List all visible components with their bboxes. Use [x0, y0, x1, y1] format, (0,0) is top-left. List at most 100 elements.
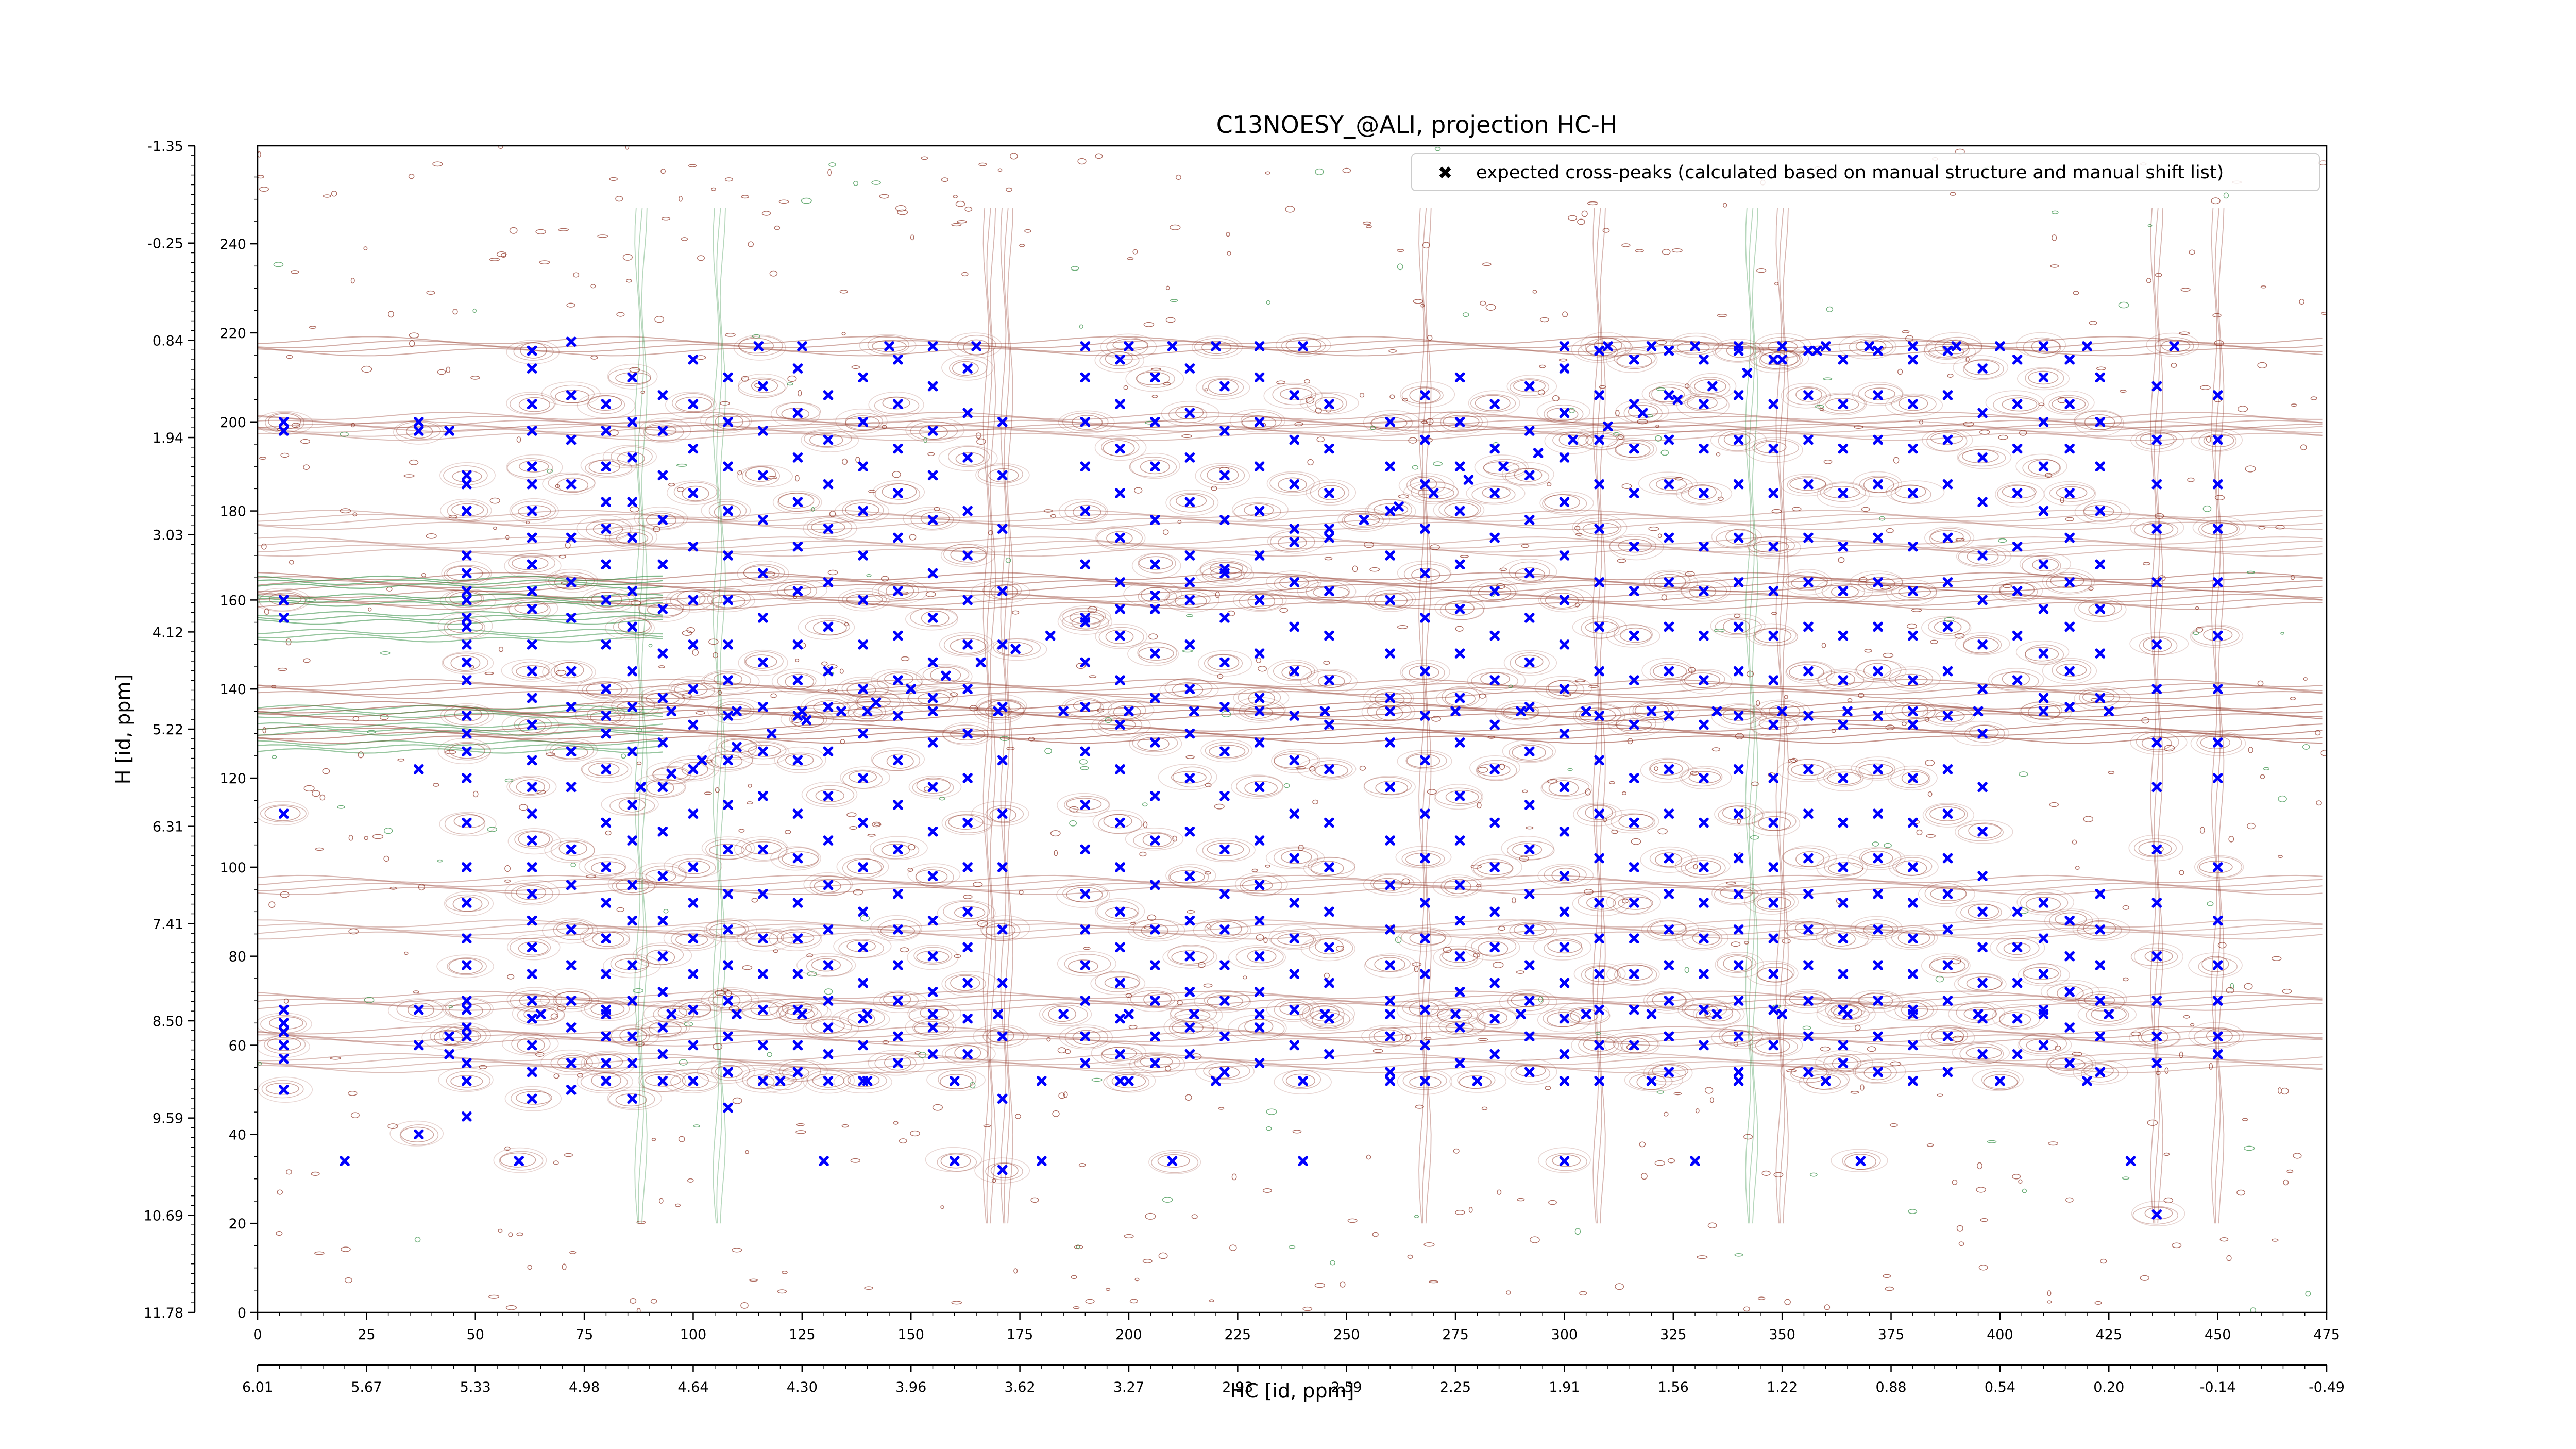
contour-blob [848, 701, 886, 723]
contour-blob [1127, 642, 1179, 667]
cross-peak-marker [2064, 577, 2075, 587]
noise-contour [1335, 946, 1344, 952]
contour-blob [1608, 712, 1665, 737]
noise-contour [1069, 806, 1079, 813]
contour-blob [580, 996, 637, 1021]
contour-blob [1816, 925, 1874, 949]
contour-blob [1857, 573, 1903, 592]
noise-contour [341, 1246, 351, 1252]
contour-blob [1711, 1025, 1771, 1049]
contour-blob [1756, 967, 1793, 983]
contour-blob [1151, 1152, 1199, 1173]
cross-peak-marker [893, 1031, 903, 1041]
cross-peak-marker [975, 657, 986, 668]
noise-contour [1139, 851, 1147, 857]
contour-blob [2022, 458, 2061, 478]
contour-blob [1196, 837, 1256, 863]
contour-blob [1751, 811, 1797, 831]
noise-contour [1771, 612, 1777, 615]
cross-peak-marker [758, 969, 768, 980]
contour-blob [1195, 562, 1255, 586]
contour-blob [777, 581, 817, 601]
cross-peak-marker [1420, 898, 1430, 908]
noise-contour [1685, 571, 1695, 577]
cross-peak-marker [1454, 372, 1465, 383]
contour-ridge-negative [258, 579, 663, 585]
cross-peak-marker [962, 363, 973, 374]
contour-blob [1964, 359, 2000, 376]
noise-contour [653, 526, 660, 532]
cross-peak-marker [1524, 381, 1535, 392]
noise-contour [2187, 477, 2195, 482]
noise-contour [1265, 864, 1270, 868]
contour-blob [557, 1055, 587, 1070]
noise-contour [1824, 1304, 1831, 1310]
cross-peak-marker [775, 1075, 786, 1086]
cross-peak-marker [566, 434, 577, 445]
cross-peak-marker [1385, 1009, 1395, 1019]
cross-peak-marker [1524, 800, 1535, 810]
noise-contour [630, 1298, 637, 1304]
cross-peak-marker [462, 657, 472, 668]
contour-blob [770, 402, 821, 427]
noise-contour [636, 1220, 646, 1224]
noise-contour [1587, 201, 1598, 206]
cross-peak-marker [758, 790, 768, 801]
contour-blob [261, 1080, 304, 1099]
contour-blob [682, 485, 709, 501]
contour-blob [1890, 768, 1931, 788]
contour-blob [1883, 996, 1938, 1021]
cross-peak-marker [688, 862, 699, 872]
cross-peak-marker [627, 621, 637, 632]
cross-peak-marker [1189, 706, 1199, 717]
contour-blob [1781, 474, 1833, 497]
noise-contour [1423, 1242, 1435, 1247]
cross-peak-marker [1864, 341, 1874, 351]
noise-contour [1162, 1197, 1173, 1203]
noise-contour [363, 246, 368, 250]
cross-peak-marker [657, 515, 668, 525]
contour-blob [1856, 659, 1902, 680]
noise-contour [1654, 766, 1659, 771]
noise-contour [2248, 747, 2253, 753]
contour-blob [1966, 976, 2002, 991]
contour-blob [801, 693, 859, 719]
cross-peak-marker [2212, 390, 2223, 400]
noise-contour [1654, 1160, 1665, 1166]
noise-contour [1602, 817, 1607, 822]
noise-contour [547, 468, 553, 474]
noise-contour [1170, 224, 1181, 230]
contour-blob [778, 1002, 819, 1020]
noise-contour [319, 794, 326, 801]
contour-blob [493, 1147, 547, 1173]
contour-blob [978, 698, 1026, 719]
contour-blob [772, 491, 822, 514]
contour-blob [1168, 406, 1208, 424]
noise-contour [874, 822, 880, 827]
noise-contour [330, 1056, 341, 1060]
noise-contour [841, 332, 846, 336]
contour-blob [910, 607, 958, 627]
contour-blob [1200, 738, 1253, 763]
cross-peak-marker [2212, 996, 2223, 1006]
contour-streak [1745, 208, 1752, 1224]
contour-blob [647, 603, 683, 617]
contour-blob [678, 860, 710, 874]
contour-blob [867, 335, 910, 355]
contour-blob [1558, 1001, 1610, 1024]
cross-peak-marker [527, 755, 537, 766]
cross-peak-marker [950, 1075, 960, 1086]
contour-blob [737, 560, 789, 587]
cross-peak-marker [1838, 399, 1849, 409]
contour-blob [1585, 337, 1633, 358]
noise-contour [2320, 750, 2327, 756]
cross-peak-marker [1254, 1058, 1265, 1068]
contour-blob [501, 713, 560, 738]
x-ppm-tick-label: 4.64 [677, 1379, 708, 1395]
contour-blob [1166, 591, 1211, 609]
contour-blob [2201, 522, 2238, 535]
contour-blob [267, 1037, 301, 1051]
contour-blob [1887, 765, 1938, 791]
contour-blob [639, 417, 691, 444]
contour-blob [1164, 678, 1213, 698]
